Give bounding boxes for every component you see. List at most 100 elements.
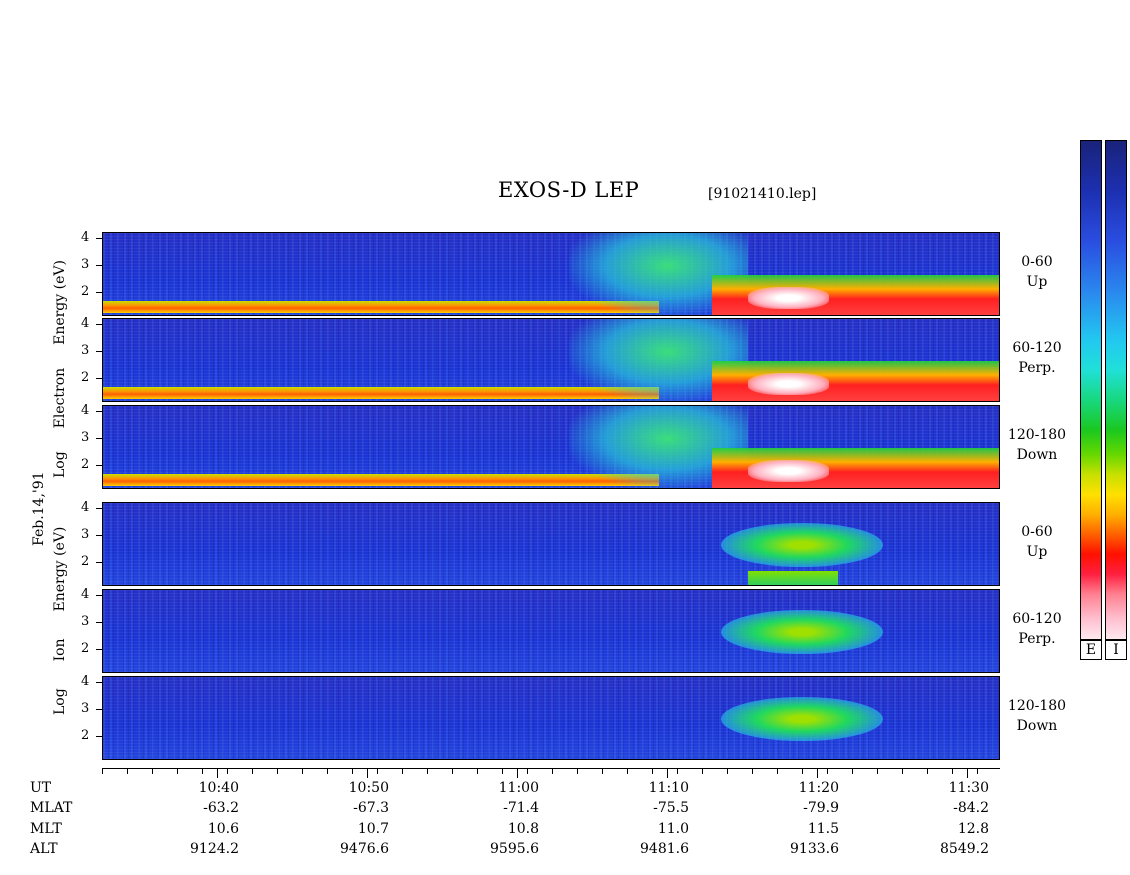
mlat-value: -84.2 bbox=[953, 800, 989, 816]
row-label-alt: ALT bbox=[30, 841, 58, 857]
alt-value: 9476.6 bbox=[340, 841, 389, 857]
energy-tick-label: 2 bbox=[81, 728, 90, 743]
file-name: [91021410.lep] bbox=[708, 186, 817, 202]
time-minor-tick bbox=[652, 768, 653, 774]
time-minor-tick bbox=[227, 768, 228, 774]
mlt-value: 12.8 bbox=[957, 821, 989, 837]
ion-panel-3 bbox=[102, 676, 1000, 760]
ut-value: 11:30 bbox=[948, 780, 989, 796]
electron-peak-flux bbox=[748, 373, 829, 395]
ut-value: 11:10 bbox=[648, 780, 689, 796]
time-minor-tick bbox=[877, 768, 878, 774]
time-minor-tick bbox=[102, 768, 103, 774]
mlat-value: -71.4 bbox=[503, 800, 539, 816]
pitch-direction: Down bbox=[1016, 718, 1058, 734]
time-minor-tick bbox=[527, 768, 528, 774]
energy-tick bbox=[96, 292, 102, 293]
energy-tick bbox=[96, 736, 102, 737]
row-label-mlat: MLAT bbox=[30, 800, 73, 816]
time-major-tick bbox=[667, 768, 668, 778]
time-major-tick bbox=[517, 768, 518, 778]
electron-peak-flux bbox=[748, 460, 829, 482]
energy-tick-label: 3 bbox=[81, 527, 90, 542]
ut-value: 10:50 bbox=[348, 780, 389, 796]
time-minor-tick bbox=[202, 768, 203, 774]
ion-axis-word-3: Energy bbox=[52, 560, 68, 612]
energy-tick-label: 2 bbox=[81, 554, 90, 569]
electron-axis-word-2: Electron bbox=[52, 367, 68, 429]
energy-tick-label: 4 bbox=[81, 587, 90, 602]
energy-tick bbox=[96, 682, 102, 683]
alt-value: 9124.2 bbox=[190, 841, 239, 857]
pitch-angle-range: 120-180 bbox=[1007, 427, 1067, 443]
energy-tick-label: 2 bbox=[81, 641, 90, 656]
time-minor-tick bbox=[352, 768, 353, 774]
time-minor-tick bbox=[727, 768, 728, 774]
mlt-value: 10.6 bbox=[207, 821, 239, 837]
energy-tick bbox=[96, 324, 102, 325]
electron-panel-1 bbox=[102, 232, 1000, 316]
time-minor-tick bbox=[827, 768, 828, 774]
energy-tick bbox=[96, 709, 102, 710]
time-minor-tick bbox=[327, 768, 328, 774]
time-minor-tick bbox=[677, 768, 678, 774]
energy-tick bbox=[96, 411, 102, 412]
row-label-mlt: MLT bbox=[30, 821, 62, 837]
pitch-direction: Perp. bbox=[1018, 360, 1056, 376]
ion-panel-1 bbox=[102, 502, 1000, 586]
mlat-value: -75.5 bbox=[653, 800, 689, 816]
time-minor-tick bbox=[927, 768, 928, 774]
energy-tick-label: 4 bbox=[81, 316, 90, 331]
energy-tick-label: 3 bbox=[81, 257, 90, 272]
mlt-value: 11.5 bbox=[807, 821, 839, 837]
electron-panel-2 bbox=[102, 318, 1000, 402]
energy-tick-label: 3 bbox=[81, 343, 90, 358]
time-minor-tick bbox=[502, 768, 503, 774]
ion-panel-2 bbox=[102, 589, 1000, 673]
energy-tick bbox=[96, 265, 102, 266]
time-minor-tick bbox=[127, 768, 128, 774]
ion-low-energy-burst bbox=[748, 571, 838, 585]
time-minor-tick bbox=[752, 768, 753, 774]
ion-feature bbox=[721, 697, 883, 741]
energy-tick bbox=[96, 508, 102, 509]
energy-tick bbox=[96, 562, 102, 563]
pitch-angle-label: 120-180 Down bbox=[1002, 425, 1072, 465]
electron-colorbar-label: E bbox=[1080, 640, 1102, 660]
energy-tick-label: 4 bbox=[81, 403, 90, 418]
time-minor-tick bbox=[552, 768, 553, 774]
time-minor-tick bbox=[702, 768, 703, 774]
time-major-tick bbox=[967, 768, 968, 778]
chart-title: EXOS-D LEP bbox=[498, 178, 640, 202]
time-minor-tick bbox=[427, 768, 428, 774]
ion-feature bbox=[721, 523, 883, 567]
pitch-angle-label: 60-120 Perp. bbox=[1002, 338, 1072, 378]
ut-value: 11:20 bbox=[798, 780, 839, 796]
pitch-angle-label: 0-60 Up bbox=[1002, 252, 1072, 292]
time-minor-tick bbox=[252, 768, 253, 774]
electron-axis-word-3: Energy bbox=[52, 293, 68, 345]
pitch-angle-range: 0-60 bbox=[1021, 254, 1053, 270]
electron-low-energy-band bbox=[103, 301, 659, 313]
time-major-tick bbox=[217, 768, 218, 778]
energy-tick-label: 3 bbox=[81, 430, 90, 445]
electron-panel-3 bbox=[102, 405, 1000, 489]
time-minor-tick bbox=[277, 768, 278, 774]
mlat-value: -79.9 bbox=[803, 800, 839, 816]
alt-value: 9481.6 bbox=[640, 841, 689, 857]
energy-tick-label: 4 bbox=[81, 674, 90, 689]
time-minor-tick bbox=[902, 768, 903, 774]
mlat-value: -67.3 bbox=[353, 800, 389, 816]
time-minor-tick bbox=[977, 768, 978, 774]
electron-axis-word-4: (eV) bbox=[52, 260, 68, 290]
mlt-value: 10.7 bbox=[357, 821, 389, 837]
energy-tick bbox=[96, 438, 102, 439]
pitch-direction: Down bbox=[1016, 447, 1058, 463]
pitch-angle-range: 120-180 bbox=[1007, 698, 1067, 714]
time-minor-tick bbox=[402, 768, 403, 774]
time-major-tick bbox=[367, 768, 368, 778]
electron-axis-word-1: Log bbox=[52, 451, 68, 478]
energy-tick-label: 2 bbox=[81, 370, 90, 385]
time-minor-tick bbox=[802, 768, 803, 774]
ion-axis-word-4: (eV) bbox=[52, 526, 68, 556]
